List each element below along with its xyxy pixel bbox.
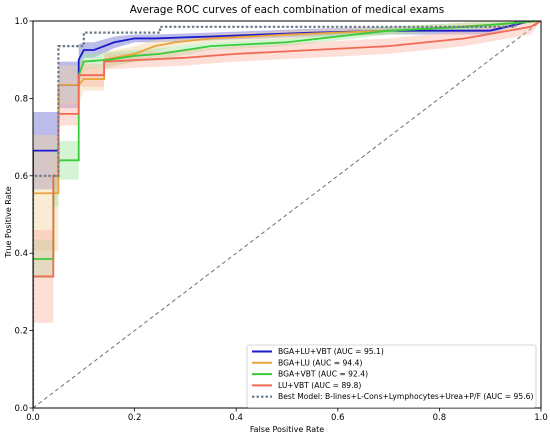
y-tick-label: 0.6 bbox=[14, 172, 28, 182]
legend: BGA+LU+VBT (AUC = 95.1) BGA+LU (AUC = 94.… bbox=[246, 344, 537, 408]
y-tick-label: 0.2 bbox=[14, 327, 28, 337]
legend-label-2: BGA+LU (AUC = 94.4) bbox=[278, 358, 362, 367]
chart-title: Average ROC curves of each combination o… bbox=[130, 4, 444, 16]
x-tick-label: 0.0 bbox=[26, 413, 40, 423]
legend-label-4: LU+VBT (AUC = 89.8) bbox=[278, 381, 361, 390]
legend-label-1: BGA+LU+VBT (AUC = 95.1) bbox=[278, 347, 384, 356]
x-axis-label: False Positive Rate bbox=[250, 425, 324, 434]
plot-inner bbox=[33, 21, 541, 408]
roc-line-4 bbox=[33, 21, 541, 408]
y-tick-label: 0.4 bbox=[14, 249, 28, 259]
plot-area: 0.0 0.2 0.4 0.6 0.8 1.0 0.0 0.2 0.4 0.6 0.8 1.0 bbox=[14, 17, 547, 423]
confidence-band-3 bbox=[33, 21, 541, 408]
diagonal-chance-line bbox=[33, 21, 541, 408]
legend-label-3: BGA+VBT (AUC = 92.4) bbox=[278, 370, 368, 379]
plot-frame bbox=[32, 20, 542, 409]
x-tick-label: 1.0 bbox=[534, 413, 548, 423]
y-tick-label: 0.8 bbox=[14, 94, 28, 104]
y-tick-label: 1.0 bbox=[14, 17, 28, 27]
y-axis-label: True Positive Rate bbox=[4, 186, 13, 258]
legend-label-5: Best Model: B-lines+L-Cons+Lymphocytes+U… bbox=[278, 392, 533, 401]
x-tick-label: 0.4 bbox=[229, 413, 243, 423]
x-tick-label: 0.2 bbox=[128, 413, 142, 423]
legend-box bbox=[246, 344, 537, 408]
y-tick-label: 0.0 bbox=[14, 404, 28, 414]
roc-line-5 bbox=[33, 21, 541, 408]
x-tick-label: 0.8 bbox=[433, 413, 447, 423]
x-tick-label: 0.6 bbox=[331, 413, 345, 423]
